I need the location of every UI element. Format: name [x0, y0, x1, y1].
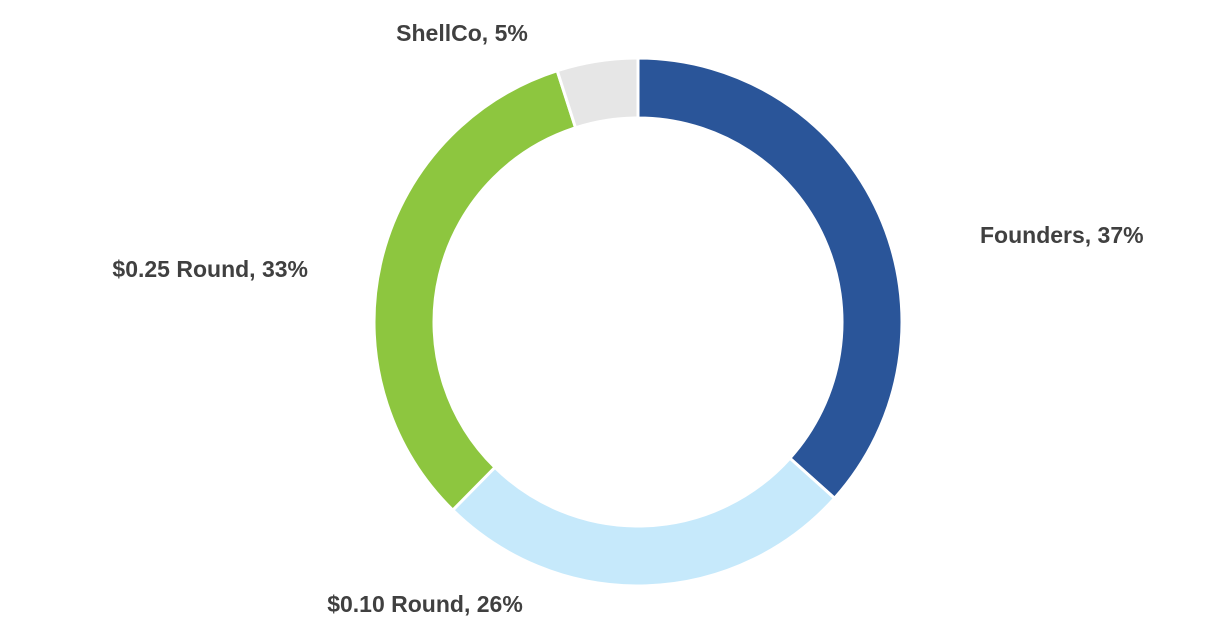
- data-label: Founders, 37%: [980, 222, 1144, 248]
- data-label: ShellCo, 5%: [396, 20, 528, 46]
- donut-segment: [636, 56, 904, 501]
- data-label: $0.10 Round, 26%: [327, 591, 523, 617]
- donut-segment: [555, 56, 640, 130]
- donut-segment: [450, 456, 837, 588]
- data-label: $0.25 Round, 33%: [112, 256, 308, 282]
- donut-segment: [372, 68, 578, 513]
